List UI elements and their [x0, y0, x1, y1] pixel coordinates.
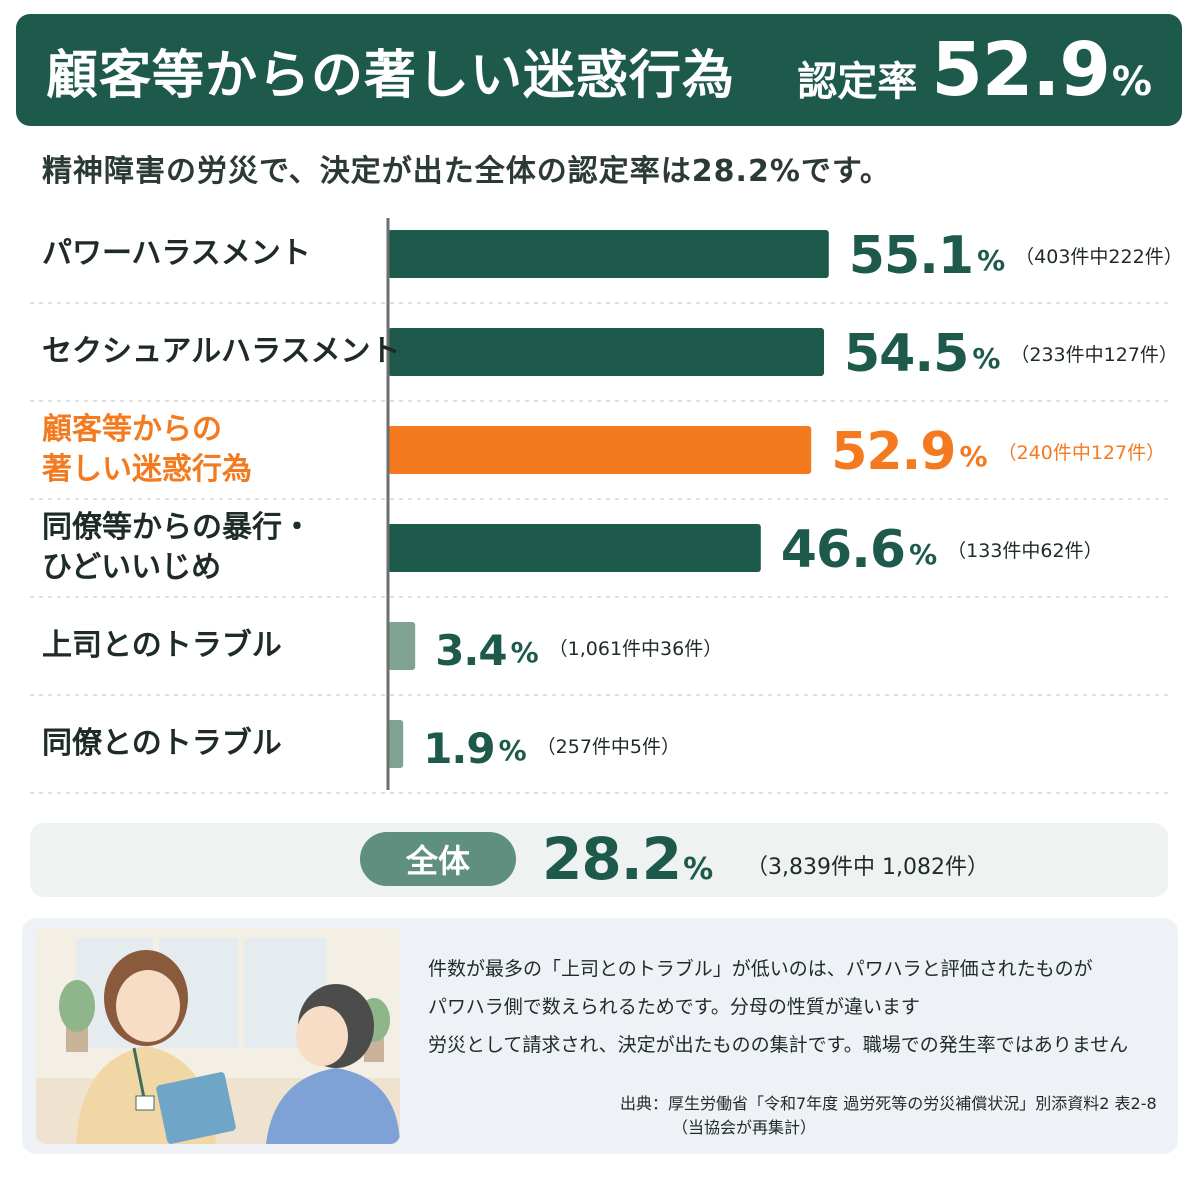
category-label-line: 著しい迷惑行為 [42, 452, 252, 487]
bar-count-label: （1,061件中36件） [549, 638, 723, 660]
category-label-line: ひどいいじめ [42, 550, 222, 585]
category-label: パワーハラスメント [42, 234, 311, 274]
category-label-line: 同僚等からの暴行・ [42, 510, 312, 545]
category-label-line: パワーハラスメント [42, 236, 311, 271]
total-value-unit: % [683, 852, 713, 887]
total-box: 全体 28.2% （3,839件中 1,082件） [30, 823, 1168, 897]
bar-value-unit: % [909, 538, 937, 571]
header-banner: 顧客等からの著しい迷惑行為 認定率 52.9 % [16, 14, 1182, 126]
bar [388, 328, 824, 376]
bar-chart: 55.1% （403件中222件） 54.5% （233件中127件） 52.9% （24… [30, 218, 1183, 794]
bar-value-label: 46.6 [781, 520, 905, 580]
note-line-2: パワハラ側で数えられるためです。分母の性質が違います [428, 996, 920, 1018]
note-box: 件数が最多の「上司とのトラブル」が低いのは、パワハラと評価されたものが パワハラ… [22, 918, 1178, 1154]
total-count: （3,839件中 1,082件） [746, 855, 989, 880]
source-line-1: 出典：厚生労働省「令和7年度 過労死等の労災補償状況」別添資料2 表2-8 [620, 1094, 1157, 1113]
total-label: 全体 [360, 832, 516, 886]
bar [388, 230, 829, 278]
bar-value-label: 52.9 [831, 422, 955, 482]
category-label-line: 上司とのトラブル [42, 628, 282, 663]
category-label: 上司とのトラブル [42, 626, 282, 666]
bar [388, 622, 416, 670]
bar-value-label: 55.1 [849, 226, 973, 286]
bar-count-label: （257件中5件） [537, 736, 680, 758]
bar-count-label: （403件中222件） [1015, 246, 1183, 268]
header-rate-value: 52.9 [931, 27, 1111, 113]
bar-value-unit: % [972, 342, 1000, 375]
category-label-line: セクシュアルハラスメント [42, 334, 401, 369]
bar-count-label: （233件中127件） [1010, 344, 1178, 366]
bar-count-label: （240件中127件） [998, 442, 1166, 464]
bar-value-unit: % [511, 636, 539, 669]
bar-value-label: 54.5 [844, 324, 968, 384]
note-line-1: 件数が最多の「上司とのトラブル」が低いのは、パワハラと評価されたものが [428, 958, 1093, 980]
bar-value-label: 3.4 [435, 626, 506, 675]
category-label: 顧客等からの 著しい迷惑行為 [42, 410, 252, 490]
total-value-number: 28.2 [542, 825, 682, 893]
bar-value-unit: % [499, 734, 527, 767]
note-line-3: 労災として請求され、決定が出たものの集計です。職場での発生率ではありません [428, 1034, 1129, 1056]
category-label: 同僚等からの暴行・ ひどいいじめ [42, 508, 312, 588]
bar-value-unit: % [977, 244, 1005, 277]
category-label: 同僚とのトラブル [42, 724, 282, 764]
bar [388, 720, 404, 768]
subtitle: 精神障害の労災で、決定が出た全体の認定率は28.2%です。 [42, 154, 891, 189]
bar-count-label: （133件中62件） [947, 540, 1102, 562]
source-line-2: （当協会が再集計） [672, 1118, 817, 1137]
header-rate: 認定率 52.9 % [797, 27, 1152, 113]
header-title: 顧客等からの著しい迷惑行為 [46, 45, 736, 106]
header-rate-unit: % [1111, 59, 1152, 105]
header-rate-label: 認定率 [797, 59, 918, 105]
bar [388, 426, 812, 474]
bar-value-unit: % [960, 440, 988, 473]
total-value: 28.2% [542, 825, 713, 893]
bar [388, 524, 761, 572]
category-label-line: 同僚とのトラブル [42, 726, 282, 761]
bar-value-label: 1.9 [423, 724, 494, 773]
category-label-line: 顧客等からの [42, 412, 222, 447]
consultation-illustration [36, 928, 400, 1144]
category-label: セクシュアルハラスメント [42, 332, 401, 372]
